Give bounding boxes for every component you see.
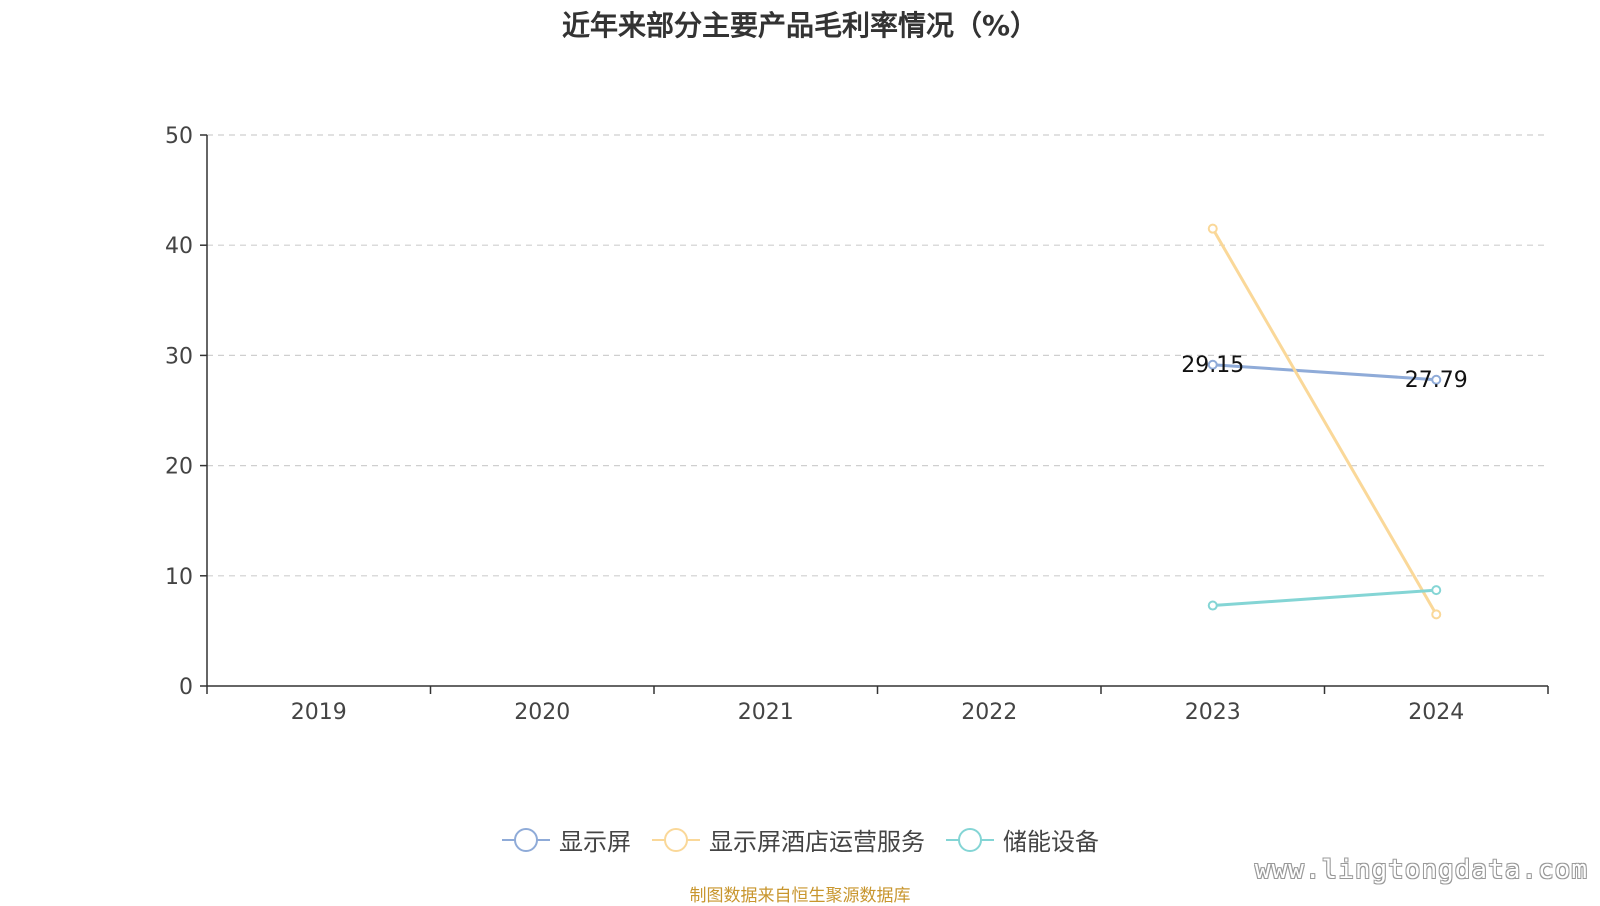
legend-item-2[interactable]: 储能设备	[945, 822, 1099, 857]
data-label-0-2023: 29.15	[1181, 353, 1244, 378]
y-tick-label-30: 30	[165, 344, 193, 369]
legend-swatch-icon	[502, 827, 550, 852]
data-point-1-2023	[1207, 223, 1218, 234]
x-tick-label-2021: 2021	[738, 700, 794, 725]
data-label-0-2024: 27.79	[1405, 368, 1468, 393]
y-tick-label-40: 40	[165, 234, 193, 259]
y-tick-label-10: 10	[165, 565, 193, 590]
data-point-2-2024	[1431, 585, 1442, 596]
legend-swatch-icon	[652, 827, 700, 852]
data-labels: 29.15 27.79	[1181, 353, 1467, 393]
x-tick-label-2024: 2024	[1408, 700, 1464, 725]
data-point-1-2024	[1431, 609, 1442, 620]
x-tick-label-2023: 2023	[1185, 700, 1241, 725]
series-line-0	[1212, 363, 1437, 382]
legend-item-0[interactable]: 显示屏	[501, 822, 631, 857]
x-tick-label-2022: 2022	[961, 700, 1017, 725]
axes: 0 10 20 30 40 50 2019 2020 2021 2022 2023 2024	[165, 124, 1549, 725]
legend-swatch-circle	[664, 827, 688, 852]
legend-swatch-icon	[946, 827, 994, 852]
x-tick-label-2020: 2020	[514, 700, 570, 725]
watermark: www.lingtongdata.com	[1254, 855, 1588, 885]
data-point-0-2023	[1207, 359, 1218, 370]
legend-label: 显示屏酒店运营服务	[709, 828, 925, 856]
series-lines	[1207, 223, 1442, 620]
legend: 显示屏 显示屏酒店运营服务 储能设备	[0, 822, 1600, 858]
data-point-2-2023	[1207, 600, 1218, 611]
legend-swatch-circle	[514, 827, 538, 852]
chart-title: 近年来部分主要产品毛利率情况（%）	[561, 9, 1039, 42]
data-point-0-2024	[1431, 374, 1442, 385]
legend-label: 储能设备	[1003, 828, 1099, 856]
series-line-1	[1211, 227, 1438, 616]
legend-swatch-circle	[958, 827, 982, 852]
series-line-2	[1212, 588, 1437, 608]
legend-label: 显示屏	[559, 828, 631, 856]
gridlines	[207, 134, 1548, 577]
legend-item-1[interactable]: 显示屏酒店运营服务	[651, 822, 925, 857]
y-tick-label-50: 50	[165, 124, 193, 149]
y-tick-label-20: 20	[165, 455, 193, 480]
x-tick-label-2019: 2019	[291, 700, 347, 725]
y-tick-label-0: 0	[179, 675, 193, 700]
